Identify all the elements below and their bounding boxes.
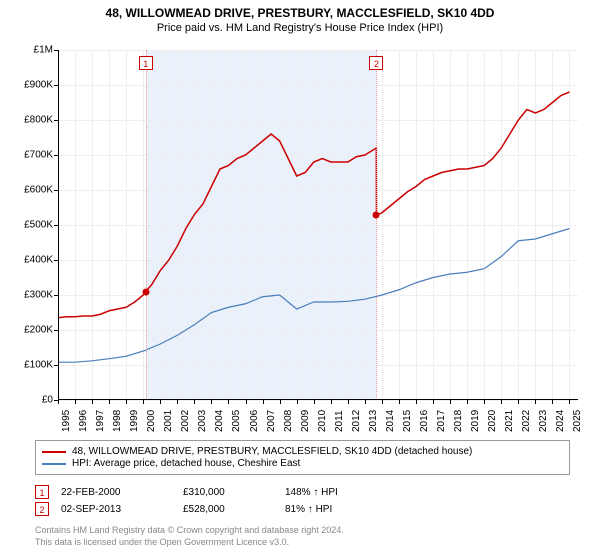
sale-date: 22-FEB-2000 bbox=[61, 487, 171, 498]
x-axis-label: 2011 bbox=[334, 410, 345, 432]
chart-area: 12 £0£100K£200K£300K£400K£500K£600K£700K… bbox=[58, 50, 578, 400]
sale-date: 02-SEP-2013 bbox=[61, 504, 171, 515]
legend: 48, WILLOWMEAD DRIVE, PRESTBURY, MACCLES… bbox=[35, 440, 570, 475]
legend-label: 48, WILLOWMEAD DRIVE, PRESTBURY, MACCLES… bbox=[72, 446, 472, 457]
x-axis-label: 2025 bbox=[572, 410, 583, 432]
sale-marker-badge: 2 bbox=[35, 502, 49, 516]
y-axis-label: £900K bbox=[24, 80, 53, 91]
x-axis-label: 2007 bbox=[266, 410, 277, 432]
sale-pct: 81% ↑ HPI bbox=[285, 504, 395, 515]
y-axis-label: £0 bbox=[42, 395, 53, 406]
y-axis-label: £700K bbox=[24, 150, 53, 161]
x-axis-label: 2015 bbox=[402, 410, 413, 432]
footer-line: Contains HM Land Registry data © Crown c… bbox=[35, 525, 344, 537]
x-axis-label: 2017 bbox=[436, 410, 447, 432]
x-axis-label: 2023 bbox=[538, 410, 549, 432]
x-axis-label: 2020 bbox=[487, 410, 498, 432]
x-axis-label: 2024 bbox=[555, 410, 566, 432]
x-axis-label: 2002 bbox=[180, 410, 191, 432]
y-axis-label: £1M bbox=[34, 45, 53, 56]
y-axis-label: £600K bbox=[24, 185, 53, 196]
x-axis-label: 2019 bbox=[470, 410, 481, 432]
x-axis-label: 2009 bbox=[300, 410, 311, 432]
sales-row: 1 22-FEB-2000 £310,000 148% ↑ HPI bbox=[35, 485, 570, 499]
x-axis-label: 2000 bbox=[146, 410, 157, 432]
y-axis-label: £200K bbox=[24, 325, 53, 336]
x-axis-label: 2013 bbox=[368, 410, 379, 432]
x-axis-label: 2010 bbox=[317, 410, 328, 432]
legend-label: HPI: Average price, detached house, Ches… bbox=[72, 458, 300, 469]
x-axis-label: 2004 bbox=[214, 410, 225, 432]
x-axis-label: 2016 bbox=[419, 410, 430, 432]
x-axis-label: 2006 bbox=[249, 410, 260, 432]
x-axis-label: 2014 bbox=[385, 410, 396, 432]
y-axis-label: £500K bbox=[24, 220, 53, 231]
plot-border bbox=[58, 50, 578, 400]
x-axis-label: 1998 bbox=[112, 410, 123, 432]
x-axis-label: 1996 bbox=[78, 410, 89, 432]
legend-swatch bbox=[42, 463, 66, 465]
sale-pct: 148% ↑ HPI bbox=[285, 487, 395, 498]
x-axis-label: 2022 bbox=[521, 410, 532, 432]
y-axis-label: £300K bbox=[24, 290, 53, 301]
y-axis-label: £800K bbox=[24, 115, 53, 126]
x-axis-label: 2001 bbox=[163, 410, 174, 432]
legend-row: HPI: Average price, detached house, Ches… bbox=[42, 458, 563, 469]
x-axis-label: 1995 bbox=[61, 410, 72, 432]
legend-swatch bbox=[42, 451, 66, 453]
sales-row: 2 02-SEP-2013 £528,000 81% ↑ HPI bbox=[35, 502, 570, 516]
chart-container: 48, WILLOWMEAD DRIVE, PRESTBURY, MACCLES… bbox=[0, 0, 600, 560]
footer: Contains HM Land Registry data © Crown c… bbox=[35, 525, 344, 548]
sale-price: £310,000 bbox=[183, 487, 273, 498]
footer-line: This data is licensed under the Open Gov… bbox=[35, 537, 344, 549]
chart-subtitle: Price paid vs. HM Land Registry's House … bbox=[0, 20, 600, 34]
chart-title: 48, WILLOWMEAD DRIVE, PRESTBURY, MACCLES… bbox=[0, 0, 600, 20]
legend-row: 48, WILLOWMEAD DRIVE, PRESTBURY, MACCLES… bbox=[42, 446, 563, 457]
x-axis-label: 2018 bbox=[453, 410, 464, 432]
sale-price: £528,000 bbox=[183, 504, 273, 515]
y-axis-label: £400K bbox=[24, 255, 53, 266]
x-axis-label: 2005 bbox=[231, 410, 242, 432]
sales-table: 1 22-FEB-2000 £310,000 148% ↑ HPI 2 02-S… bbox=[35, 482, 570, 519]
x-axis-label: 2021 bbox=[504, 410, 515, 432]
x-axis-label: 2008 bbox=[283, 410, 294, 432]
x-axis-label: 1997 bbox=[95, 410, 106, 432]
y-axis-label: £100K bbox=[24, 360, 53, 371]
x-axis-label: 1999 bbox=[129, 410, 140, 432]
x-axis-label: 2012 bbox=[351, 410, 362, 432]
x-axis-label: 2003 bbox=[197, 410, 208, 432]
sale-marker-badge: 1 bbox=[35, 485, 49, 499]
